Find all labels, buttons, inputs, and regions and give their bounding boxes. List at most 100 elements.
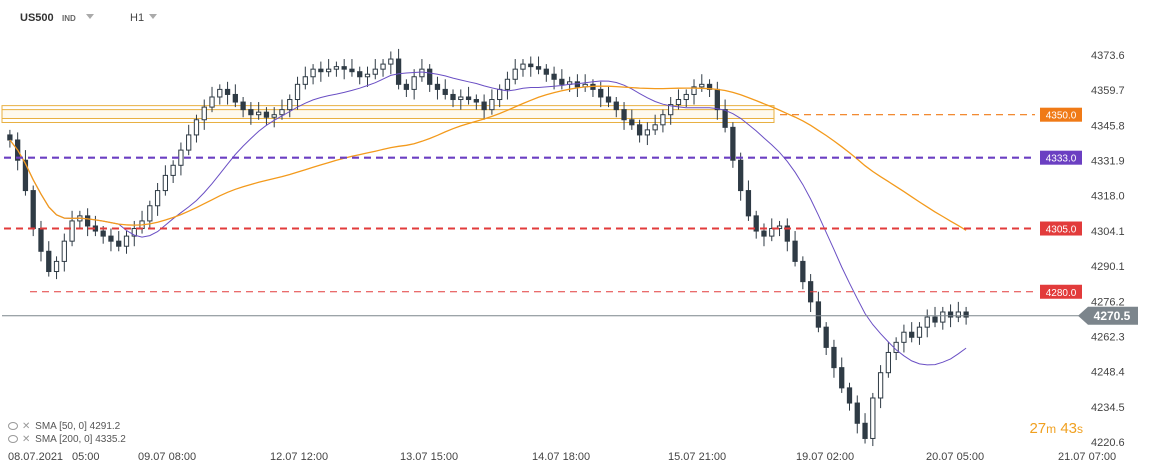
- candle-body: [551, 73, 557, 80]
- candle-body: [154, 190, 161, 207]
- candle-body: [69, 220, 75, 242]
- x-tick-label: 19.07 02:00: [796, 451, 854, 463]
- candle-body: [497, 88, 503, 101]
- candle-body: [209, 96, 215, 108]
- candle-body: [349, 68, 355, 73]
- candle-body: [357, 71, 363, 78]
- candle-body: [901, 331, 907, 343]
- x-tick-label: 15.07 21:00: [668, 451, 726, 463]
- y-tick-label: 4234.5: [1091, 402, 1125, 414]
- candle-body: [535, 66, 542, 70]
- timeframe-selector[interactable]: H1: [130, 12, 145, 24]
- x-tick-label: 09.07 08:00: [138, 451, 196, 463]
- candle-body: [800, 260, 806, 283]
- candle-body: [271, 114, 277, 118]
- candle-body: [745, 190, 752, 217]
- candle-body: [411, 76, 417, 90]
- candle-body: [924, 316, 930, 328]
- candle-body: [885, 351, 892, 374]
- level-tag-label: 4280.0: [1046, 288, 1077, 299]
- current-price-label: 4270.5: [1094, 309, 1131, 323]
- candle-body: [916, 326, 923, 338]
- candle-body: [427, 68, 433, 85]
- level-tag-label: 4333.0: [1046, 154, 1077, 165]
- candle-body: [116, 240, 122, 247]
- candle-body: [123, 235, 130, 247]
- candle-body: [178, 149, 184, 166]
- candle-body: [722, 109, 728, 128]
- candle-body: [870, 397, 876, 439]
- x-tick-label: 21.07 07:00: [1058, 451, 1116, 463]
- candle-body: [753, 215, 759, 232]
- candle-body: [341, 66, 347, 70]
- candle-body: [186, 134, 192, 151]
- visibility-eye-icon[interactable]: [8, 422, 18, 431]
- chart-header: US500 IND H1: [0, 0, 1151, 40]
- candle-body: [419, 68, 425, 78]
- timer-minutes: 27: [1029, 420, 1047, 437]
- legend-sma200-label: SMA [200, 0]: [35, 434, 93, 445]
- candle-body: [528, 63, 534, 68]
- x-tick-label: 20.07 05:00: [926, 451, 984, 463]
- candle-body: [784, 225, 790, 242]
- candle-body: [310, 68, 316, 78]
- y-tick-label: 4318.0: [1091, 191, 1125, 203]
- candle-body: [963, 311, 969, 318]
- level-tag: [1040, 150, 1082, 165]
- y-tick-label: 4331.9: [1091, 155, 1125, 167]
- y-tick-label: 4220.6: [1091, 437, 1125, 449]
- candle-body: [434, 83, 441, 90]
- y-tick-label: 4290.1: [1091, 261, 1125, 273]
- legend-sma50: ✕ SMA [50, 0] 4291.2: [8, 421, 120, 432]
- candle-body: [473, 99, 479, 103]
- candle-body: [559, 78, 565, 85]
- candle-body: [877, 372, 884, 399]
- candle-body: [193, 119, 200, 136]
- x-tick-label: 13.07 15:00: [400, 451, 458, 463]
- level-tag-label: 4305.0: [1046, 225, 1077, 236]
- y-tick-label: 4276.2: [1091, 296, 1125, 308]
- candle-body: [38, 228, 44, 252]
- level-tag: [1040, 284, 1082, 299]
- legend-sma50-label: SMA [50, 0]: [35, 421, 87, 432]
- candle-body: [543, 68, 549, 75]
- candle-body: [699, 83, 705, 88]
- timeframe-chevron-icon[interactable]: [149, 14, 157, 19]
- candle-body: [481, 101, 487, 111]
- candle-body: [256, 111, 262, 116]
- candle-body: [240, 101, 246, 111]
- visibility-eye-icon[interactable]: [8, 435, 18, 444]
- level-tag: [1040, 107, 1082, 122]
- candle-body: [46, 250, 52, 273]
- candle-body: [108, 235, 114, 242]
- candle-body: [730, 126, 736, 161]
- symbol-dropdown-chevron-icon[interactable]: [86, 14, 94, 19]
- legend-sma50-value: 4291.2: [89, 421, 121, 432]
- x-tick-label: 14.07 18:00: [532, 451, 590, 463]
- symbol-label[interactable]: US500: [20, 12, 54, 24]
- sma200-line: [9, 85, 967, 231]
- candle-body: [325, 68, 332, 73]
- close-icon[interactable]: ✕: [22, 421, 31, 432]
- candle-body: [823, 326, 829, 348]
- candle-body: [201, 106, 207, 121]
- timer-seconds: 43: [1060, 420, 1077, 437]
- candle-body: [403, 83, 410, 90]
- candle-body: [636, 124, 643, 136]
- candle-body: [388, 58, 394, 65]
- candle-body: [224, 88, 231, 95]
- candle-body: [372, 68, 378, 75]
- candle-body: [30, 190, 36, 230]
- candle-body: [613, 101, 619, 111]
- candle-body: [675, 99, 682, 106]
- candle-body: [465, 96, 472, 101]
- close-icon[interactable]: ✕: [22, 434, 31, 445]
- candle-body: [248, 109, 254, 116]
- y-tick-label: 4345.8: [1091, 120, 1125, 132]
- supply-zone-outer: [1, 105, 775, 123]
- legend-sma200: ✕ SMA [200, 0] 4335.2: [8, 434, 126, 445]
- candle-body: [652, 124, 658, 131]
- timer-minutes-unit: m: [1046, 422, 1057, 436]
- candle-body: [263, 111, 270, 118]
